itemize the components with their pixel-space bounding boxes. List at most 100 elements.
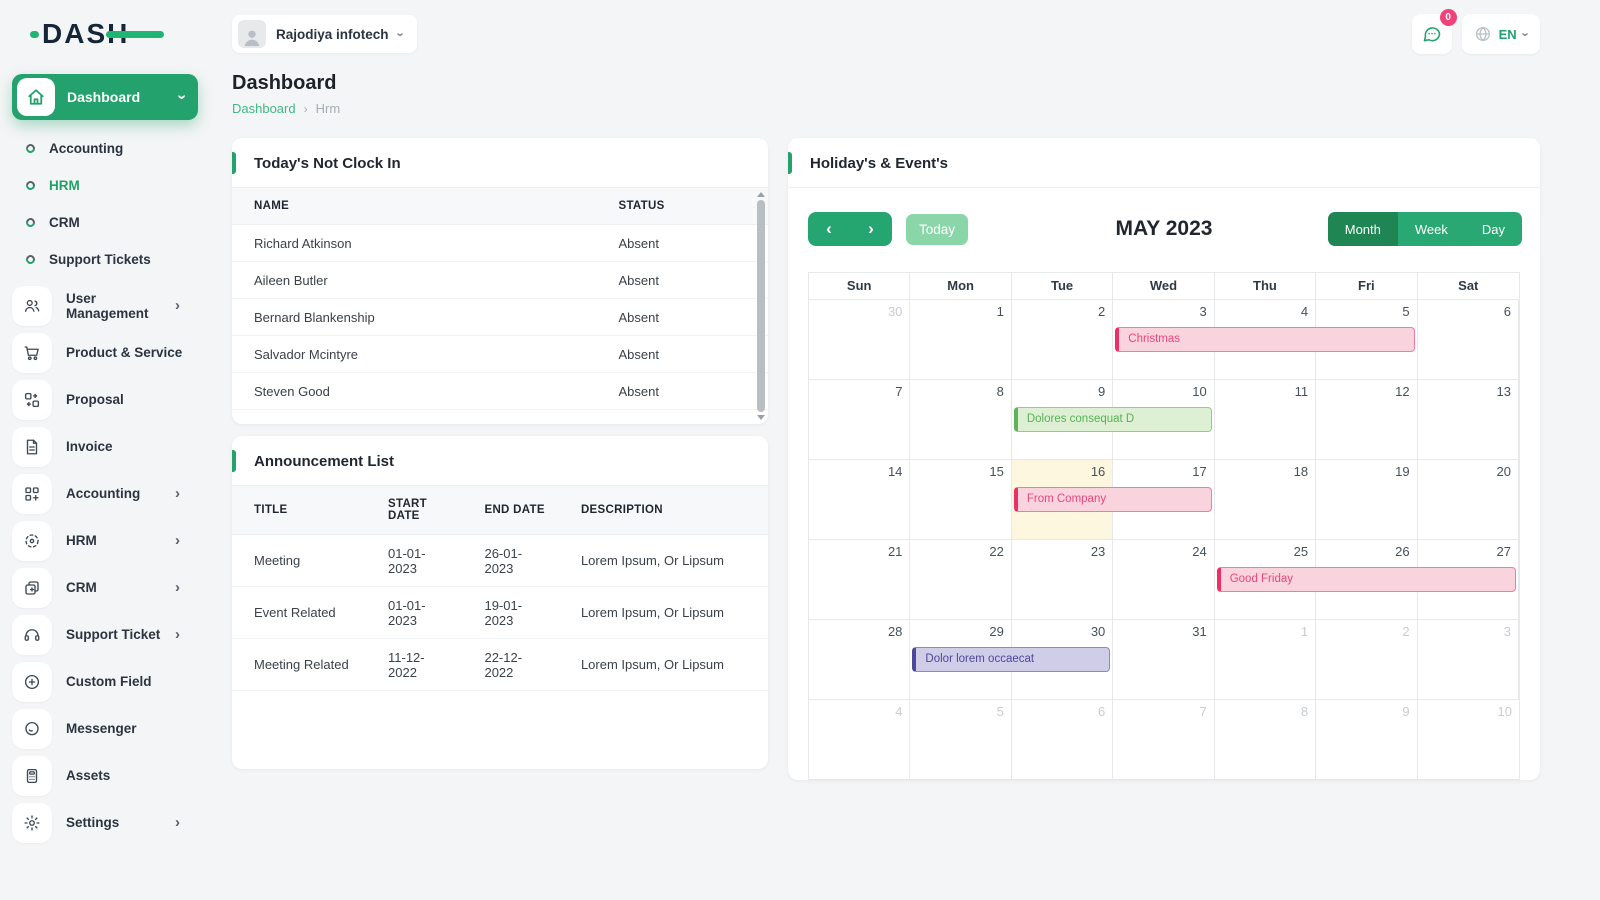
sidebar-item-crm-sub[interactable]: CRM: [12, 204, 198, 241]
calendar-event-christmas[interactable]: Christmas: [1115, 327, 1415, 352]
sidebar-item-messenger[interactable]: Messenger: [12, 705, 198, 752]
calendar-day-cell[interactable]: 10: [1418, 700, 1519, 779]
table-row: Bernard Blankenship Absent: [232, 298, 768, 336]
calendar-day-cell[interactable]: 3: [1418, 620, 1519, 699]
month-calendar: Sun Mon Tue Wed Thu Fri Sat 30 1 2: [808, 272, 1520, 780]
calendar-day-cell[interactable]: 13: [1418, 380, 1519, 459]
day-number: 29: [989, 624, 1004, 639]
hrm-icon: [12, 520, 52, 561]
calendar-day-cell[interactable]: 18: [1215, 460, 1317, 539]
messenger-button[interactable]: 0: [1411, 9, 1457, 54]
cell-end-date: 22-12-2022: [462, 638, 559, 691]
day-number: 27: [1496, 544, 1511, 559]
announcement-card: Announcement List TITLE START DATE END D…: [232, 436, 768, 769]
chevron-right-icon: ›: [175, 814, 180, 831]
calendar-day-cell[interactable]: 24: [1113, 540, 1215, 619]
accent-bar: [232, 450, 236, 472]
calendar-day-cell[interactable]: 6: [1418, 300, 1519, 379]
calendar-day-cell[interactable]: 1: [910, 300, 1012, 379]
calendar-day-cell[interactable]: 12: [1316, 380, 1418, 459]
day-number: 9: [1402, 704, 1410, 719]
view-month-button[interactable]: Month: [1327, 212, 1398, 246]
brand-logo[interactable]: DASH: [30, 12, 192, 56]
calendar-day-cell[interactable]: 27: [1418, 540, 1519, 619]
calendar-day-cell[interactable]: 7: [809, 380, 911, 459]
topbar-right: 0 EN ›: [1411, 9, 1540, 54]
calendar-day-cell[interactable]: 1: [1215, 620, 1317, 699]
language-selector[interactable]: EN ›: [1461, 14, 1540, 54]
today-button[interactable]: Today: [906, 213, 969, 245]
sidebar-item-accounting-sub[interactable]: Accounting: [12, 130, 198, 167]
sidebar-item-dashboard[interactable]: Dashboard ›: [12, 74, 198, 120]
breadcrumb-dashboard-link[interactable]: Dashboard: [232, 101, 296, 116]
sidebar-item-support-tickets-sub[interactable]: Support Tickets: [12, 241, 198, 278]
view-week-button[interactable]: Week: [1397, 212, 1465, 246]
calendar-day-cell[interactable]: 17: [1113, 460, 1215, 539]
calendar-day-cell[interactable]: 30: [809, 300, 911, 379]
sidebar-item-crm[interactable]: CRM ›: [12, 564, 198, 611]
scrollbar-thumb[interactable]: [757, 200, 765, 412]
view-day-button[interactable]: Day: [1464, 212, 1522, 246]
calendar-day-cell[interactable]: 8: [910, 380, 1012, 459]
sidebar-item-accounting[interactable]: Accounting ›: [12, 470, 198, 517]
calendar-day-cell[interactable]: 5: [1316, 300, 1418, 379]
proposal-icon: [12, 379, 52, 420]
calendar-event-dolor[interactable]: Dolor lorem occaecat: [912, 647, 1111, 672]
calendar-day-cell[interactable]: 30: [1012, 620, 1114, 699]
topbar: Rajodiya infotech › 0 EN ›: [232, 0, 1540, 58]
day-number: 14: [887, 464, 903, 479]
calendar-day-cell[interactable]: 4: [809, 700, 911, 779]
sidebar-item-label: Messenger: [66, 721, 137, 736]
scroll-down-icon[interactable]: [757, 415, 765, 420]
calendar-day-cell[interactable]: 21: [809, 540, 911, 619]
sidebar-item-settings[interactable]: Settings ›: [12, 799, 198, 846]
scroll-up-icon[interactable]: [757, 192, 765, 197]
calendar-day-cell[interactable]: 28: [809, 620, 911, 699]
calendar-day-cell[interactable]: 9: [1316, 700, 1418, 779]
sidebar-item-product-service[interactable]: Product & Service: [12, 329, 198, 376]
calendar-day-cell[interactable]: 22: [910, 540, 1012, 619]
calendar-day-cell[interactable]: 20: [1418, 460, 1519, 539]
calendar-day-cell[interactable]: 2: [1012, 300, 1114, 379]
cell-description: Lorem Ipsum, Or Lipsum: [558, 586, 768, 639]
sidebar-item-proposal[interactable]: Proposal: [12, 376, 198, 423]
sidebar-item-custom-field[interactable]: Custom Field: [12, 658, 198, 705]
next-month-button[interactable]: ›: [850, 212, 892, 246]
vertical-scrollbar[interactable]: [756, 192, 766, 420]
calendar-day-cell[interactable]: 2: [1316, 620, 1418, 699]
day-number: 6: [1098, 704, 1106, 719]
cell-status: Absent: [596, 224, 768, 262]
calendar-day-cell[interactable]: 14: [809, 460, 911, 539]
calendar-day-cell[interactable]: 19: [1316, 460, 1418, 539]
calendar-day-cell[interactable]: 6: [1012, 700, 1114, 779]
day-number: 6: [1503, 304, 1511, 319]
calendar-event-from-company[interactable]: From Company: [1013, 487, 1212, 512]
calendar-day-cell[interactable]: 8: [1215, 700, 1317, 779]
sidebar-item-invoice[interactable]: Invoice: [12, 423, 198, 470]
sidebar-item-user-management[interactable]: User Management ›: [12, 282, 198, 329]
calendar-day-cell[interactable]: 10: [1113, 380, 1215, 459]
calendar-day-cell[interactable]: 23: [1012, 540, 1114, 619]
calendar-event-good-friday[interactable]: Good Friday: [1216, 567, 1516, 592]
table-row: Meeting 01-01-2023 26-01-2023 Lorem Ipsu…: [232, 534, 768, 587]
sidebar-item-assets[interactable]: Assets: [12, 752, 198, 799]
sidebar-item-support-ticket[interactable]: Support Ticket ›: [12, 611, 198, 658]
company-selector[interactable]: Rajodiya infotech ›: [232, 15, 417, 53]
calendar-day-cell[interactable]: 7: [1113, 700, 1215, 779]
day-number: 28: [887, 624, 903, 639]
chat-badge: 0: [1439, 9, 1457, 26]
day-number: 5: [1402, 304, 1410, 319]
calendar-day-cell[interactable]: 5: [910, 700, 1012, 779]
assets-icon: [12, 755, 52, 796]
cell-start-date: 01-01-2023: [366, 534, 463, 587]
calendar-day-cell[interactable]: 15: [910, 460, 1012, 539]
calendar-day-cell[interactable]: 11: [1215, 380, 1317, 459]
dow-fri: Fri: [1316, 273, 1418, 299]
sidebar-item-hrm-sub[interactable]: HRM: [12, 167, 198, 204]
calendar-event-dolores[interactable]: Dolores consequat D: [1013, 407, 1212, 432]
sidebar-item-hrm[interactable]: HRM ›: [12, 517, 198, 564]
sidebar-item-label: CRM: [49, 215, 80, 230]
calendar-day-cell[interactable]: 31: [1113, 620, 1215, 699]
accent-bar: [232, 152, 236, 174]
prev-month-button[interactable]: ‹: [808, 212, 850, 246]
